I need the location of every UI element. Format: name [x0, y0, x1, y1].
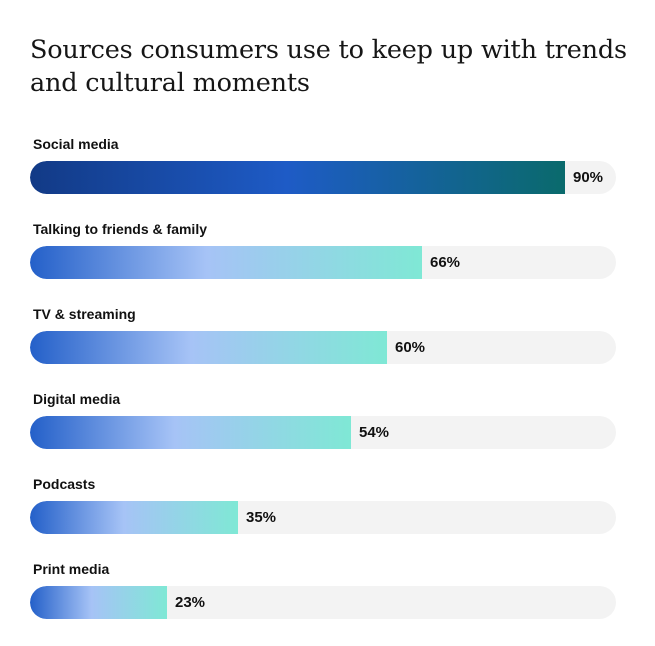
bar-podcasts — [30, 501, 238, 534]
bar-social-media — [30, 161, 565, 194]
category-label: Podcasts — [33, 476, 96, 492]
bar-chart: Social media 90% Talking to friends & fami… — [30, 136, 616, 646]
bar-track: 23% — [30, 586, 616, 619]
bar-row-talking-to-friends-and-family: Talking to friends & family 66% — [30, 221, 616, 306]
bar-track: 54% — [30, 416, 616, 449]
bar-talking-to-friends-and-family — [30, 246, 422, 279]
bar-row-podcasts: Podcasts 35% — [30, 476, 616, 561]
bar-row-print-media: Print media 23% — [30, 561, 616, 646]
bar-row-social-media: Social media 90% — [30, 136, 616, 221]
value-label: 66% — [430, 254, 461, 271]
value-label: 60% — [395, 339, 426, 356]
bar-print-media — [30, 586, 167, 619]
bar-row-tv-and-streaming: TV & streaming 60% — [30, 306, 616, 391]
bar-track: 66% — [30, 246, 616, 279]
category-label: TV & streaming — [33, 306, 136, 322]
value-label: 23% — [175, 594, 206, 611]
value-label: 90% — [573, 169, 604, 186]
category-label: Talking to friends & family — [33, 221, 207, 237]
category-label: Digital media — [33, 391, 121, 407]
bar-track: 35% — [30, 501, 616, 534]
bar-track: 60% — [30, 331, 616, 364]
chart-title: Sources consumers use to keep up with tr… — [30, 35, 627, 98]
bar-row-digital-media: Digital media 54% — [30, 391, 616, 476]
bar-digital-media — [30, 416, 351, 449]
category-label: Print media — [33, 561, 110, 577]
category-label: Social media — [33, 136, 119, 152]
value-label: 35% — [246, 509, 277, 526]
bar-tv-and-streaming — [30, 331, 387, 364]
value-label: 54% — [359, 424, 390, 441]
bar-track: 90% — [30, 161, 616, 194]
